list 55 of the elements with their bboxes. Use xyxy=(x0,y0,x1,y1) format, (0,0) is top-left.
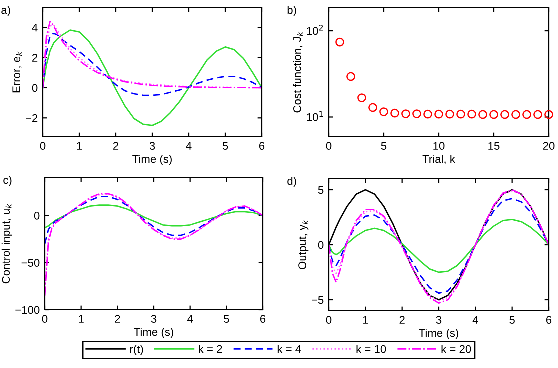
x-tick-label: 4 xyxy=(186,142,192,150)
y-axis-title: Control input, u$_{k}$ xyxy=(2,204,12,284)
x-tick-label: 2 xyxy=(115,315,120,323)
text: b) xyxy=(288,6,296,16)
y-axis-title: Error, e$_{k}$ xyxy=(12,52,22,93)
x-tick-label: 4 xyxy=(472,316,478,324)
x-tick-label: 15 xyxy=(488,142,500,150)
x-tick-label: 10 xyxy=(434,142,445,150)
x-axis-title: Time (s) xyxy=(134,328,174,338)
y-tick-label: 5 xyxy=(318,186,324,194)
x-tick-label: 5 xyxy=(510,316,515,324)
x-tick-label: 6 xyxy=(260,315,266,324)
y-tick-label: −50 xyxy=(22,259,40,267)
x-tick-label: 5 xyxy=(381,142,387,150)
x-tick-label: 4 xyxy=(188,315,194,323)
x-tick-label: 0 xyxy=(326,142,332,150)
x-tick-label: 0 xyxy=(40,142,46,150)
legend-label: k = 2 xyxy=(199,345,222,354)
y-tick-label: 0 xyxy=(34,212,40,220)
x-axis-title: Time (s) xyxy=(132,154,172,166)
text: c) xyxy=(4,176,12,186)
legend-label: r(t) xyxy=(130,345,144,356)
y-tick-label: 10$^{1}$ xyxy=(307,111,324,122)
y-tick-label: 4 xyxy=(32,24,38,32)
x-axis-title: Time (s) xyxy=(419,328,458,340)
x-tick-label: 2 xyxy=(400,316,405,324)
x-tick-label: 1 xyxy=(79,315,84,323)
legend-label: k = 20 xyxy=(442,345,472,354)
y-tick-label: −5 xyxy=(312,296,324,304)
legend-label: k = 10 xyxy=(356,345,386,354)
text: d) xyxy=(288,177,296,188)
x-tick-label: 0 xyxy=(326,316,332,324)
x-tick-label: 1 xyxy=(77,142,82,150)
x-tick-label: 5 xyxy=(224,315,230,324)
x-tick-label: 3 xyxy=(436,316,442,324)
x-tick-label: 0 xyxy=(42,315,48,324)
y-tick-label: −2 xyxy=(26,114,38,122)
y-tick-label: 0 xyxy=(318,241,324,250)
y-tick-label: 10$^{2}$ xyxy=(307,24,323,36)
x-tick-label: 3 xyxy=(151,315,157,324)
x-tick-label: 3 xyxy=(150,142,156,150)
y-tick-label: 0 xyxy=(32,84,38,92)
y-axis-title: Cost function, J$_{k}$ xyxy=(293,32,304,113)
legend-label: k = 4 xyxy=(278,345,302,354)
x-tick-label: 6 xyxy=(259,142,265,150)
y-tick-label: 2 xyxy=(32,54,38,62)
x-tick-label: 1 xyxy=(363,316,368,324)
y-axis-title: Output, y$_{k}$ xyxy=(298,220,309,270)
x-tick-label: 6 xyxy=(546,316,552,324)
x-tick-label: 5 xyxy=(222,142,228,150)
x-axis-title: Trial, k xyxy=(422,154,456,164)
text: a) xyxy=(2,6,10,16)
x-tick-label: 2 xyxy=(113,142,119,150)
y-tick-label: −100 xyxy=(16,306,40,314)
x-tick-label: 20 xyxy=(543,142,555,150)
